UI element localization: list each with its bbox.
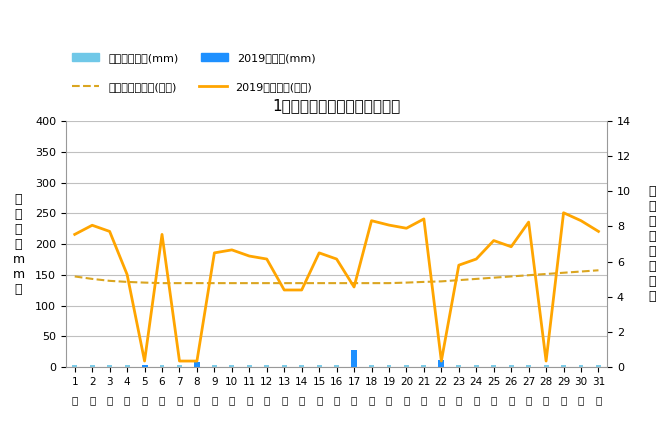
Bar [107, 365, 112, 367]
Bar [509, 365, 513, 367]
Text: 日: 日 [159, 395, 165, 405]
Bar [160, 365, 164, 367]
Bar [526, 365, 531, 367]
Text: 日: 日 [386, 395, 392, 405]
Bar [579, 365, 583, 367]
Bar [544, 365, 548, 367]
Bar [73, 365, 77, 367]
Bar [387, 365, 391, 367]
Text: 日: 日 [141, 395, 148, 405]
Bar [230, 365, 234, 367]
Text: 日: 日 [403, 395, 410, 405]
Bar [264, 365, 269, 367]
Bar [422, 365, 426, 367]
Bar [596, 365, 601, 367]
Text: 日: 日 [281, 395, 287, 405]
Text: 日: 日 [106, 395, 113, 405]
Text: 日: 日 [455, 395, 462, 405]
Text: 日: 日 [595, 395, 602, 405]
Bar [299, 365, 304, 367]
Title: 1月降水量・日照時間（日別）: 1月降水量・日照時間（日別） [273, 98, 401, 113]
Text: 日: 日 [246, 395, 252, 405]
Bar [352, 365, 356, 367]
Text: 日: 日 [89, 395, 95, 405]
Text: 日: 日 [263, 395, 270, 405]
Bar [561, 365, 566, 367]
Text: 日: 日 [194, 395, 200, 405]
Text: 日: 日 [71, 395, 78, 405]
Text: 日: 日 [229, 395, 235, 405]
Text: 日: 日 [298, 395, 305, 405]
Bar [439, 365, 444, 367]
Bar [282, 365, 286, 367]
Bar [212, 365, 217, 367]
Bar [351, 350, 357, 367]
Text: 日: 日 [560, 395, 567, 405]
Bar [90, 365, 94, 367]
Text: 日: 日 [351, 395, 357, 405]
Text: 日: 日 [333, 395, 340, 405]
Bar [194, 362, 200, 367]
Bar [334, 365, 339, 367]
Text: 日: 日 [316, 395, 322, 405]
Bar [456, 365, 461, 367]
Y-axis label: 降
水
量
（
m
m
）: 降 水 量 （ m m ） [13, 193, 24, 295]
Text: 日: 日 [508, 395, 514, 405]
Text: 日: 日 [525, 395, 532, 405]
Bar [438, 360, 444, 367]
Bar [177, 365, 182, 367]
Text: 日: 日 [490, 395, 497, 405]
Text: 日: 日 [473, 395, 479, 405]
Bar [142, 365, 147, 367]
Text: 日: 日 [438, 395, 444, 405]
Text: 日: 日 [176, 395, 183, 405]
Y-axis label: 日
照
時
間
（
時
間
）: 日 照 時 間 （ 時 間 ） [648, 185, 655, 303]
Text: 日: 日 [543, 395, 549, 405]
Bar [369, 365, 374, 367]
Bar [141, 365, 148, 367]
Text: 日: 日 [368, 395, 375, 405]
Text: 日: 日 [578, 395, 584, 405]
Legend: 日照時間平年値(時間), 2019日照時間(時間): 日照時間平年値(時間), 2019日照時間(時間) [71, 82, 312, 92]
Text: 日: 日 [211, 395, 218, 405]
Bar [195, 365, 199, 367]
Bar [247, 365, 251, 367]
Bar [404, 365, 409, 367]
Text: 日: 日 [421, 395, 427, 405]
Bar [491, 365, 496, 367]
Bar [317, 365, 321, 367]
Bar [474, 365, 478, 367]
Text: 日: 日 [124, 395, 130, 405]
Bar [125, 365, 129, 367]
